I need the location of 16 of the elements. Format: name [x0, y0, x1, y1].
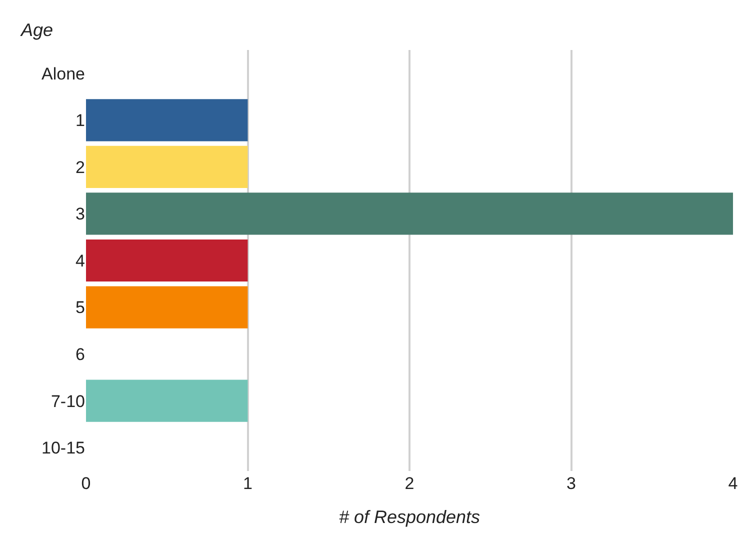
x-tick-label: 3 — [566, 474, 576, 493]
x-tick-label: 4 — [728, 474, 738, 493]
x-axis-title: # of Respondents — [338, 507, 480, 528]
y-tick-label: Alone — [42, 64, 85, 84]
y-tick-label: 7-10 — [50, 392, 85, 411]
y-tick-label: 1 — [76, 111, 85, 130]
y-tick-label: 2 — [76, 158, 85, 177]
y-tick-label: 6 — [76, 345, 85, 364]
y-tick-label: 5 — [76, 298, 85, 318]
y-tick-label: 3 — [76, 204, 85, 224]
x-tick-label: 0 — [81, 474, 91, 493]
y-axis-title: Age — [20, 20, 54, 40]
x-tick-label: 2 — [404, 474, 414, 493]
y-tick-label: 10-15 — [42, 438, 85, 458]
x-tick-label: 1 — [243, 474, 252, 493]
y-tick-label: 4 — [76, 251, 85, 270]
